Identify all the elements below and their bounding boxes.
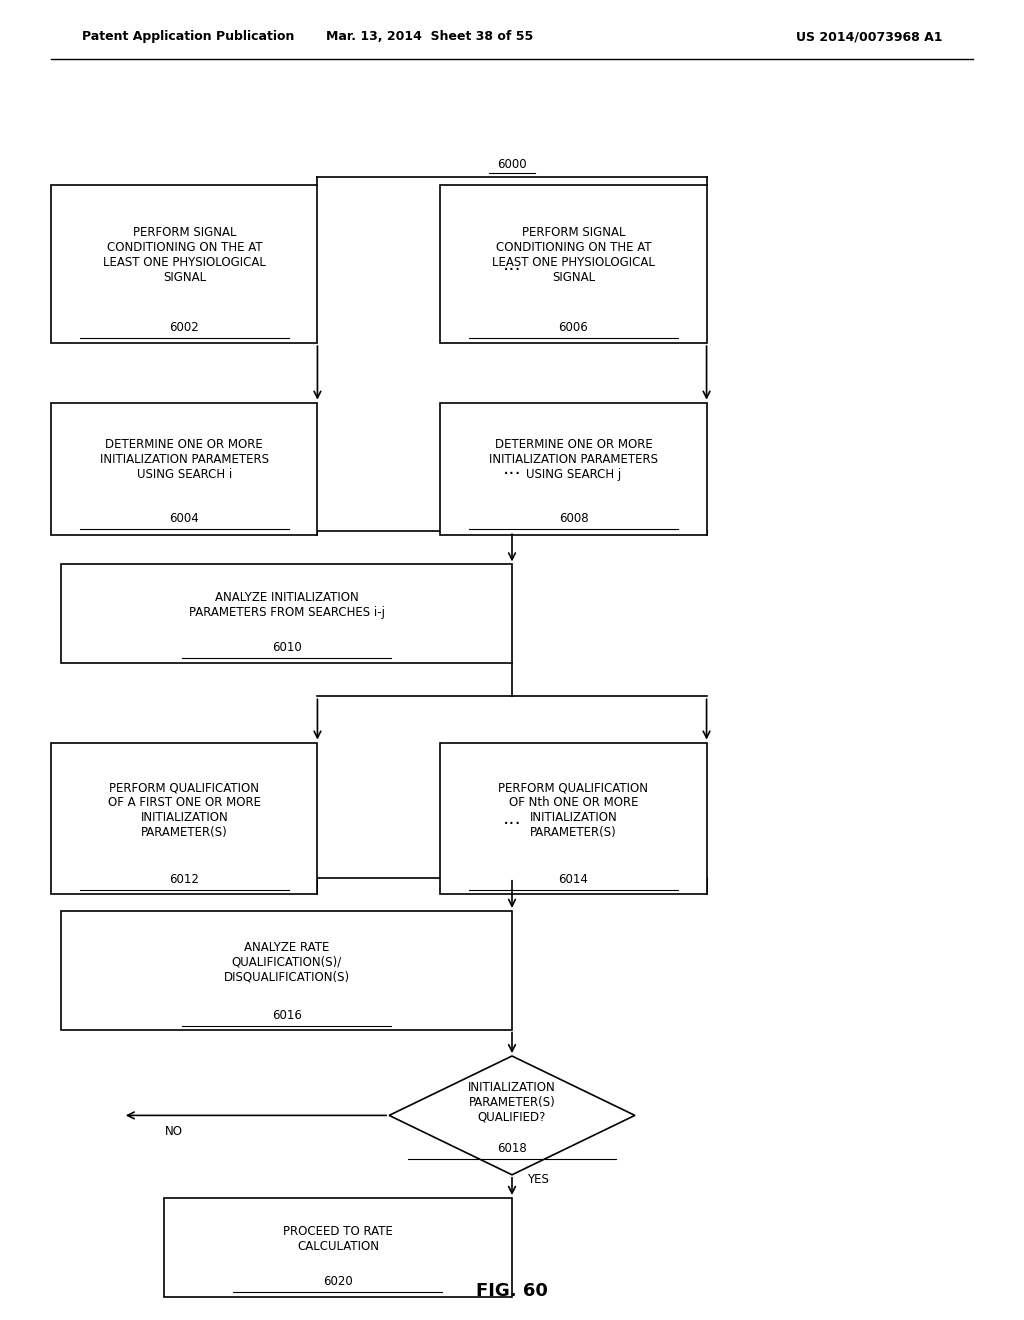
FancyBboxPatch shape: [61, 911, 512, 1030]
Text: INITIALIZATION
PARAMETER(S)
QUALIFIED?: INITIALIZATION PARAMETER(S) QUALIFIED?: [468, 1081, 556, 1123]
Text: DETERMINE ONE OR MORE
INITIALIZATION PARAMETERS
USING SEARCH j: DETERMINE ONE OR MORE INITIALIZATION PAR…: [488, 438, 658, 482]
Text: Patent Application Publication: Patent Application Publication: [82, 30, 294, 44]
Text: 6006: 6006: [558, 321, 589, 334]
FancyBboxPatch shape: [164, 1199, 512, 1296]
Text: 6002: 6002: [169, 321, 200, 334]
Text: 6016: 6016: [271, 1008, 302, 1022]
Text: PERFORM QUALIFICATION
OF Nth ONE OR MORE
INITIALIZATION
PARAMETER(S): PERFORM QUALIFICATION OF Nth ONE OR MORE…: [499, 781, 648, 840]
FancyBboxPatch shape: [51, 742, 317, 895]
Text: ...: ...: [503, 809, 521, 828]
Text: PERFORM SIGNAL
CONDITIONING ON THE AT
LEAST ONE PHYSIOLOGICAL
SIGNAL: PERFORM SIGNAL CONDITIONING ON THE AT LE…: [492, 226, 655, 284]
Text: 6000: 6000: [498, 158, 526, 172]
FancyBboxPatch shape: [61, 565, 512, 663]
Text: US 2014/0073968 A1: US 2014/0073968 A1: [796, 30, 942, 44]
Text: PERFORM SIGNAL
CONDITIONING ON THE AT
LEAST ONE PHYSIOLOGICAL
SIGNAL: PERFORM SIGNAL CONDITIONING ON THE AT LE…: [102, 226, 266, 284]
Text: PROCEED TO RATE
CALCULATION: PROCEED TO RATE CALCULATION: [283, 1225, 393, 1253]
FancyBboxPatch shape: [51, 185, 317, 343]
Text: Mar. 13, 2014  Sheet 38 of 55: Mar. 13, 2014 Sheet 38 of 55: [327, 30, 534, 44]
Text: ANALYZE RATE
QUALIFICATION(S)/
DISQUALIFICATION(S): ANALYZE RATE QUALIFICATION(S)/ DISQUALIF…: [223, 941, 350, 983]
FancyBboxPatch shape: [440, 403, 707, 535]
Text: 6014: 6014: [558, 873, 589, 886]
Text: 6018: 6018: [497, 1142, 527, 1155]
Text: 6008: 6008: [559, 512, 588, 525]
Text: YES: YES: [527, 1173, 549, 1187]
Text: 6012: 6012: [169, 873, 200, 886]
Text: DETERMINE ONE OR MORE
INITIALIZATION PARAMETERS
USING SEARCH i: DETERMINE ONE OR MORE INITIALIZATION PAR…: [99, 438, 269, 482]
Text: NO: NO: [165, 1125, 183, 1138]
Text: ANALYZE INITIALIZATION
PARAMETERS FROM SEARCHES i-j: ANALYZE INITIALIZATION PARAMETERS FROM S…: [188, 591, 385, 619]
FancyBboxPatch shape: [440, 742, 707, 895]
Text: 6020: 6020: [323, 1275, 353, 1288]
Text: 6004: 6004: [169, 512, 200, 525]
Text: PERFORM QUALIFICATION
OF A FIRST ONE OR MORE
INITIALIZATION
PARAMETER(S): PERFORM QUALIFICATION OF A FIRST ONE OR …: [108, 781, 261, 840]
FancyBboxPatch shape: [440, 185, 707, 343]
Text: 6010: 6010: [271, 642, 302, 655]
Text: ...: ...: [503, 255, 521, 273]
Text: ...: ...: [503, 459, 521, 478]
Text: FIG. 60: FIG. 60: [476, 1282, 548, 1300]
FancyBboxPatch shape: [51, 403, 317, 535]
Polygon shape: [389, 1056, 635, 1175]
